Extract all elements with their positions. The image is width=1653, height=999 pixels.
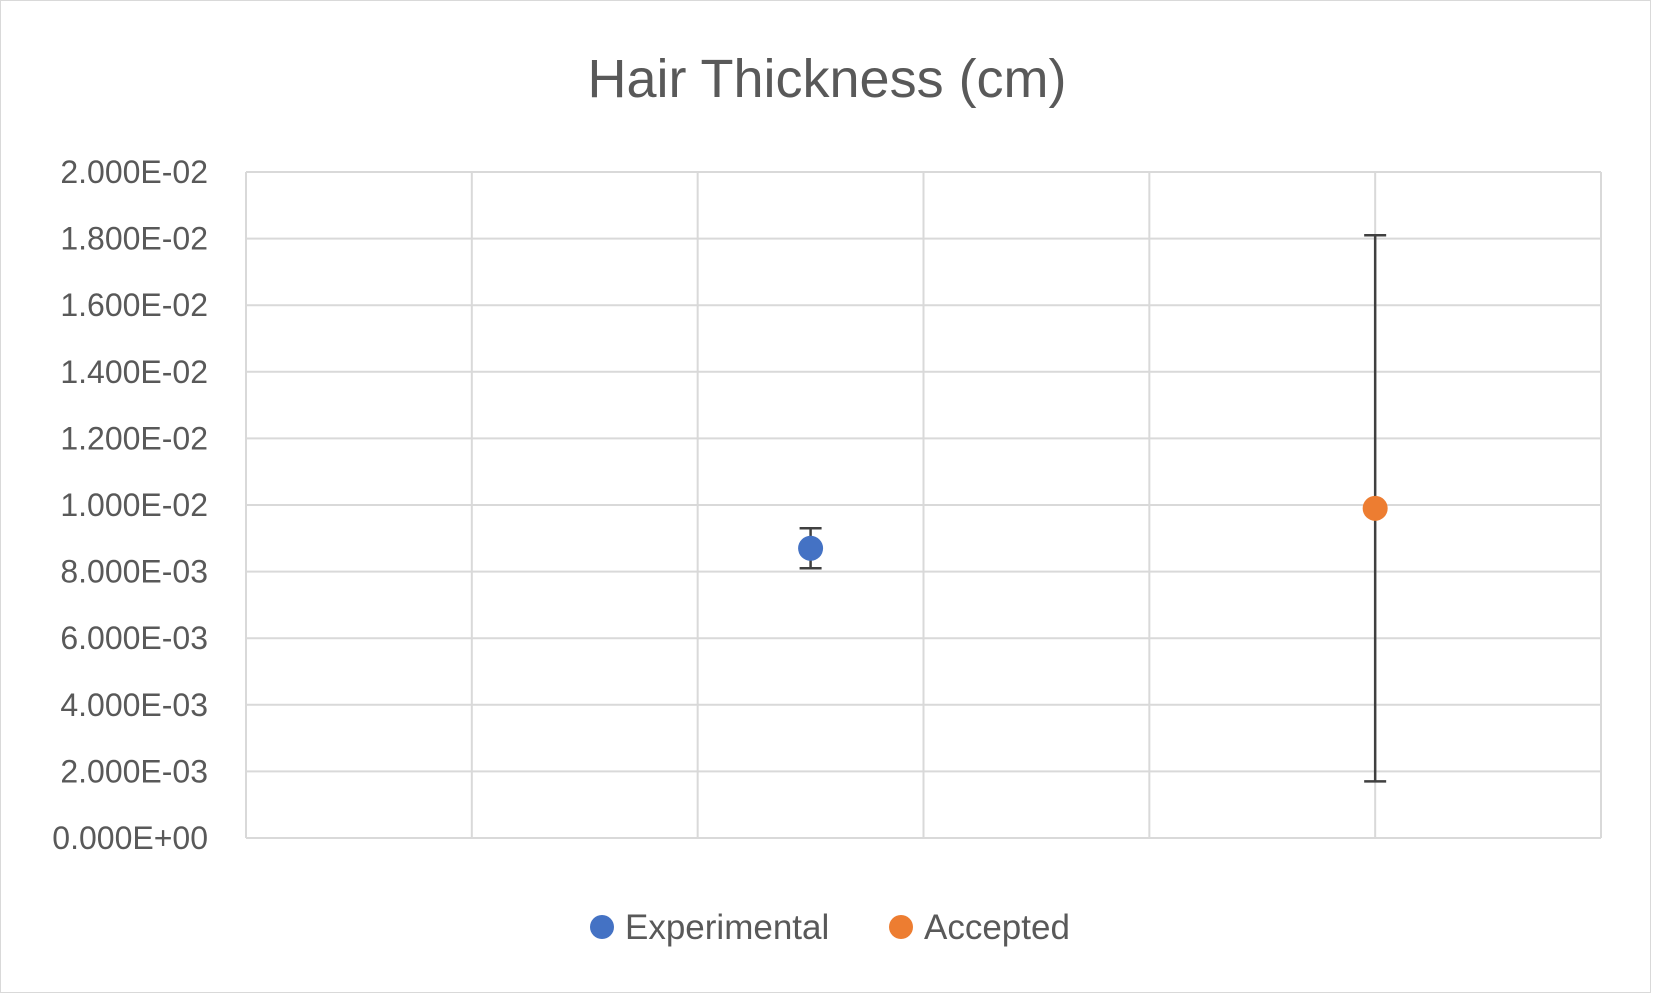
legend-label-experimental: Experimental bbox=[625, 908, 829, 947]
y-tick-label: 6.000E-03 bbox=[60, 620, 208, 656]
gridlines bbox=[245, 171, 1602, 839]
y-tick-label: 1.000E-02 bbox=[60, 487, 208, 523]
y-tick-label: 4.000E-03 bbox=[60, 687, 208, 723]
y-tick-label: 8.000E-03 bbox=[60, 554, 208, 590]
error-bars bbox=[799, 234, 1387, 783]
data-points bbox=[798, 495, 1388, 561]
y-tick-label: 2.000E-02 bbox=[60, 154, 208, 190]
legend-marker-experimental bbox=[590, 915, 614, 939]
legend-label-accepted: Accepted bbox=[924, 908, 1070, 947]
y-tick-label: 0.000E+00 bbox=[52, 820, 208, 856]
data-point-experimental bbox=[798, 535, 824, 561]
legend-marker-accepted bbox=[889, 915, 913, 939]
y-tick-label: 1.400E-02 bbox=[60, 354, 208, 390]
y-axis-tick-labels: 0.000E+00 2.000E-03 4.000E-03 6.000E-03 8.00… bbox=[52, 154, 208, 856]
legend: Experimental Accepted bbox=[590, 908, 1070, 947]
data-point-accepted bbox=[1362, 495, 1388, 521]
y-tick-label: 1.800E-02 bbox=[60, 221, 208, 257]
chart-title: Hair Thickness (cm) bbox=[587, 49, 1066, 109]
y-tick-label: 2.000E-03 bbox=[60, 753, 208, 789]
y-tick-label: 1.200E-02 bbox=[60, 420, 208, 456]
y-tick-label: 1.600E-02 bbox=[60, 287, 208, 323]
